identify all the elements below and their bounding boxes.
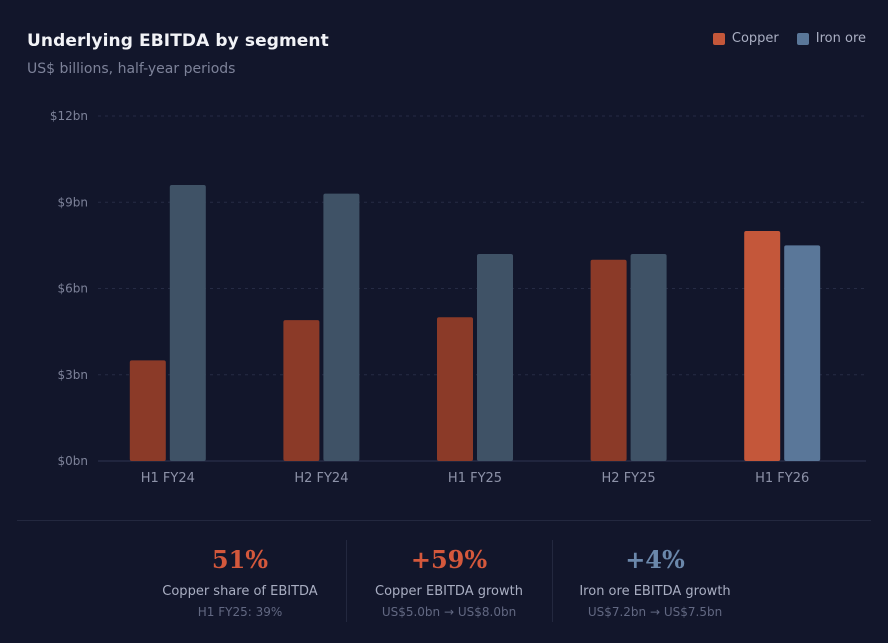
bar-iron-ore	[169, 185, 206, 461]
stat-detail: US$5.0bn → US$8.0bn	[381, 605, 517, 619]
y-tick-label: $3bn	[58, 368, 89, 382]
legend-item-iron-ore[interactable]: Iron ore	[796, 31, 866, 46]
legend-label-copper: Copper	[731, 31, 779, 46]
stat-copper-share: 51% Copper share of EBITDA H1 FY25: 39%	[140, 540, 340, 619]
x-tick-label: H2 FY25	[602, 471, 656, 486]
stat-label: Iron ore EBITDA growth	[579, 584, 731, 599]
y-tick-label: $12bn	[50, 109, 88, 123]
x-tick-label: H1 FY26	[755, 471, 809, 486]
bar-copper	[437, 317, 473, 461]
stat-value: +59%	[410, 545, 488, 574]
bar-copper	[129, 360, 166, 461]
stat-label: Copper EBITDA growth	[375, 584, 523, 599]
stat-value: +4%	[625, 545, 685, 574]
bar-iron-ore	[477, 254, 513, 461]
y-tick-label: $6bn	[58, 282, 89, 296]
stat-detail: H1 FY25: 39%	[197, 605, 283, 619]
stat-iron-ore-growth: +4% Iron ore EBITDA growth US$7.2bn → US…	[555, 540, 755, 619]
chart-subtitle: US$ billions, half-year periods	[27, 61, 236, 77]
x-tick-label: H1 FY24	[141, 471, 195, 486]
legend-item-copper[interactable]: Copper	[712, 31, 779, 46]
legend-label-iron-ore: Iron ore	[815, 31, 866, 46]
stat-separator	[346, 540, 347, 622]
legend-swatch-iron-ore	[796, 32, 809, 45]
bar-copper	[744, 231, 781, 461]
bar-iron-ore	[784, 245, 821, 461]
y-tick-label: $9bn	[58, 195, 89, 209]
y-tick-label: $0bn	[58, 454, 89, 468]
legend-swatch-copper	[712, 32, 725, 45]
bar-iron-ore	[630, 254, 667, 461]
bar-iron-ore	[323, 193, 360, 461]
divider	[17, 520, 871, 521]
stat-label: Copper share of EBITDA	[162, 584, 318, 599]
x-tick-label: H1 FY25	[448, 471, 502, 486]
bar-chart: $0bn $3bn $6bn $9bn $12bn H1 FY24 H2 FY24 H1 FY…	[50, 109, 866, 486]
stats-row: 51% Copper share of EBITDA H1 FY25: 39% …	[0, 540, 888, 630]
stat-detail: US$7.2bn → US$7.5bn	[587, 605, 723, 619]
bar-copper	[590, 259, 627, 461]
chart-title: Underlying EBITDA by segment	[27, 31, 329, 51]
legend: Copper Iron ore	[712, 31, 866, 46]
x-tick-label: H2 FY24	[294, 471, 348, 486]
bar-copper	[283, 320, 320, 461]
stat-value: 51%	[211, 545, 269, 574]
stat-separator	[552, 540, 553, 622]
stat-copper-growth: +59% Copper EBITDA growth US$5.0bn → US$…	[349, 540, 549, 619]
